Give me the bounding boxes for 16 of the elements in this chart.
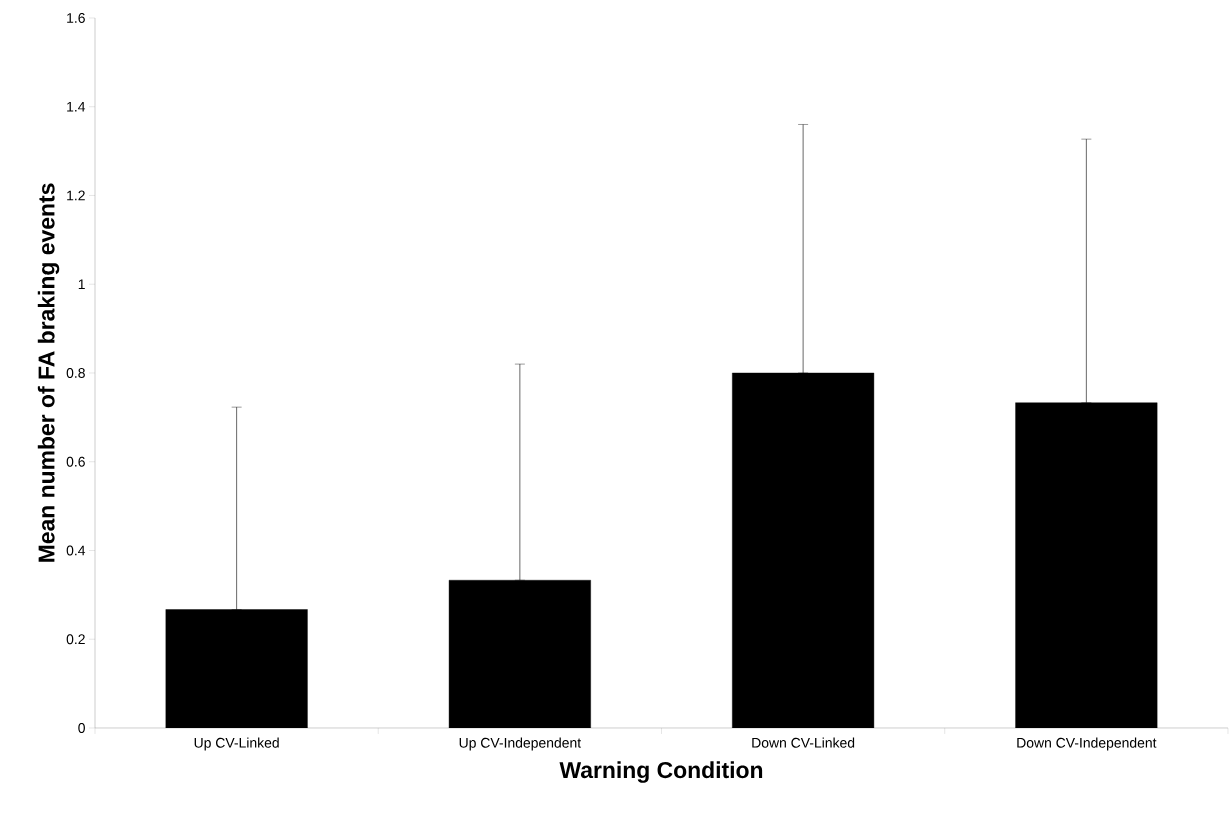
y-tick-label: 1: [78, 279, 85, 290]
y-axis-title: Mean number of FA braking events: [37, 183, 60, 562]
y-tick-label: 1.4: [67, 101, 86, 112]
y-tick-label: 0.2: [66, 634, 85, 645]
x-axis-title: Warning Condition: [559, 761, 763, 783]
y-tick-label: 1.2: [67, 190, 85, 201]
x-tick-label: Up CV-Linked: [194, 737, 279, 751]
y-tick-label: 0.6: [66, 456, 85, 467]
y-tick-label: 0.8: [66, 368, 85, 378]
y-tick-label: 1.6: [67, 13, 85, 23]
y-tick-label: 0: [78, 723, 85, 733]
x-tick-label: Down CV-Independent: [1017, 737, 1157, 751]
y-tick-label: 0.4: [66, 545, 86, 556]
bar: [732, 372, 875, 728]
x-tick-label: Up CV-Independent: [459, 737, 582, 751]
x-tick-label: Down CV-Linked: [752, 737, 855, 748]
